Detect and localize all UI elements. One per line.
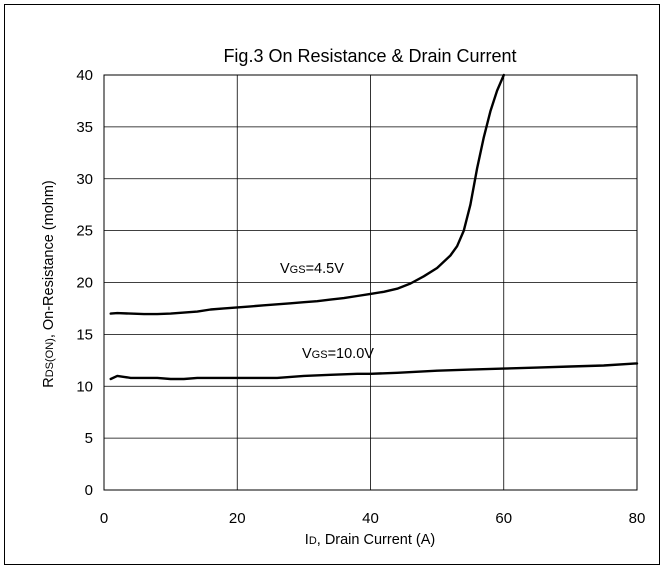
series-label-vgs-10-0v: VGS=10.0V	[302, 346, 374, 362]
x-tick-label: 40	[362, 510, 379, 527]
chart-frame	[4, 4, 660, 565]
x-tick-label: 80	[629, 510, 646, 527]
y-tick-label: 20	[76, 275, 93, 292]
x-tick-label: 60	[495, 510, 512, 527]
series-label-vgs-4-5v: VGS=4.5V	[280, 261, 344, 277]
grid	[104, 75, 637, 490]
y-tick-label: 30	[76, 171, 93, 188]
chart-title: Fig.3 On Resistance & Drain Current	[223, 46, 516, 66]
y-tick-label: 35	[76, 119, 93, 136]
y-tick-label: 25	[76, 223, 93, 240]
y-axis-title: RDS(ON), On-Resistance (mohm)	[41, 180, 57, 388]
y-tick-label: 5	[85, 430, 93, 447]
tick-labels: 0 5 10 15 20 25 30 35 40 0 20 40 60 80	[76, 67, 645, 527]
series-line-0	[109, 73, 505, 316]
y-tick-label: 10	[76, 378, 93, 395]
y-tick-label: 15	[76, 326, 93, 343]
y-tick-label: 0	[85, 482, 93, 499]
series-lines	[109, 73, 639, 381]
x-tick-label: 20	[229, 510, 246, 527]
series-line-1	[109, 362, 639, 381]
x-axis-title: ID, Drain Current (A)	[305, 532, 435, 548]
plot-area-border	[103, 74, 638, 491]
y-tick-label: 40	[76, 67, 93, 84]
x-tick-label: 0	[100, 510, 108, 527]
